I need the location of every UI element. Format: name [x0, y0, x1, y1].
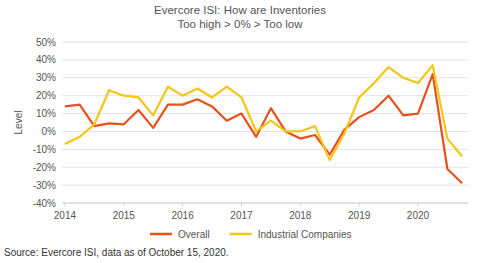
legend-label: Overall	[178, 229, 210, 240]
grid-line	[62, 203, 468, 204]
x-tick	[64, 203, 65, 206]
grid-line	[62, 131, 468, 132]
x-tick-label: 2014	[54, 210, 77, 221]
x-tick-label: 2017	[230, 210, 253, 221]
y-tick-label: -20%	[33, 162, 56, 173]
grid-line	[62, 59, 468, 60]
series-line	[65, 65, 462, 160]
subtitle: Too high > 0% > Too low	[177, 18, 303, 30]
series-line	[65, 74, 462, 183]
y-tick-label: 10%	[36, 108, 56, 119]
x-tick-label: 2018	[289, 210, 312, 221]
x-tick-label: 2020	[407, 210, 430, 221]
source-note: Source: Evercore ISI, data as of October…	[4, 247, 229, 258]
y-axis-label: Level	[13, 111, 24, 135]
grid-line	[62, 185, 468, 186]
y-tick-label: -40%	[33, 198, 56, 209]
y-tick-label: 30%	[36, 72, 56, 83]
legend-label: Industrial Companies	[258, 229, 352, 240]
x-tick	[123, 203, 124, 206]
y-tick-label: 20%	[36, 90, 56, 101]
legend-swatch	[150, 233, 172, 236]
y-tick-label: -10%	[33, 144, 56, 155]
x-tick	[182, 203, 183, 206]
chart: Evercore ISI: How are Inventories Too hig…	[0, 0, 481, 263]
x-axis-line	[62, 203, 468, 204]
x-tick-label: 2016	[171, 210, 194, 221]
grid-line	[62, 42, 468, 43]
grid-line	[62, 167, 468, 168]
y-tick-label: 40%	[36, 54, 56, 65]
x-tick-label: 2015	[113, 210, 136, 221]
x-tick	[241, 203, 242, 206]
title: Evercore ISI: How are Inventories	[154, 4, 326, 16]
plot-area	[65, 65, 462, 183]
grid-line	[62, 149, 468, 150]
legend-swatch	[230, 233, 252, 236]
x-tick	[359, 203, 360, 206]
y-tick-label: 50%	[36, 37, 56, 48]
x-tick	[417, 203, 418, 206]
x-tick-label: 2019	[348, 210, 371, 221]
y-tick-label: 0%	[42, 126, 57, 137]
y-tick-label: -30%	[33, 180, 56, 191]
x-tick	[300, 203, 301, 206]
